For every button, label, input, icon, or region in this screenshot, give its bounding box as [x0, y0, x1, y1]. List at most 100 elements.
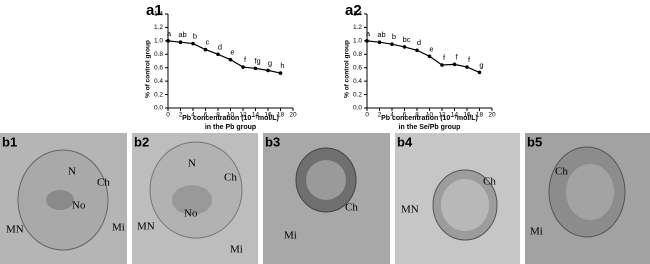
micrograph: b5 Ch Mi [525, 133, 650, 264]
x-tick-label: 14 [252, 112, 260, 119]
x-tick-label: 18 [476, 112, 484, 119]
y-tick-label: 1.4 [154, 11, 163, 18]
data-point [465, 65, 469, 69]
data-point [166, 39, 170, 43]
panel-label: a2 [345, 2, 362, 19]
data-point [216, 52, 220, 57]
significance-letter: f [244, 55, 247, 64]
panel-label: b2 [134, 134, 149, 149]
x-tick-label: 16 [264, 112, 272, 119]
data-point [191, 41, 195, 46]
x-tick-label: 10 [227, 112, 235, 119]
structure-label: No [72, 200, 86, 212]
x-axis-label: in the Se/Pb group [399, 124, 461, 131]
structure-label: N [68, 166, 76, 178]
x-axis-label: Pb concentration (10⁻⁷mol/L) [182, 115, 279, 122]
data-point [452, 62, 457, 67]
y-tick-label: 0.2 [353, 91, 362, 98]
data-point [440, 63, 444, 67]
significance-letter: g [268, 58, 272, 67]
structure-label: Ch [483, 176, 496, 188]
data-point [427, 54, 432, 59]
data-point [278, 71, 283, 75]
cell-structure [566, 164, 614, 220]
cell-structure [172, 185, 212, 215]
y-tick-label: 1.4 [353, 11, 362, 18]
panel-label: b3 [265, 134, 280, 149]
x-tick-label: 20 [289, 112, 297, 119]
data-line [167, 40, 281, 74]
data-point [365, 39, 369, 43]
data-point [178, 40, 183, 44]
y-axis-label: % of control group [145, 40, 152, 98]
structure-label: Mi [230, 244, 243, 256]
structure-label: MN [6, 224, 24, 236]
x-tick-label: 0 [166, 112, 170, 119]
structure-label: MN [137, 221, 155, 233]
x-tick-label: 16 [463, 112, 471, 119]
structure-label: Mi [112, 222, 125, 234]
data-point [477, 70, 482, 75]
significance-letter: a [366, 29, 371, 38]
significance-letter: d [218, 42, 222, 51]
structure-label: Ch [97, 177, 110, 189]
x-tick-label: 18 [277, 112, 285, 119]
x-tick-label: 8 [216, 112, 220, 119]
structure-label: No [184, 208, 198, 220]
x-tick-label: 2 [378, 112, 382, 119]
significance-letter: b [392, 32, 396, 41]
significance-letter: h [280, 61, 284, 70]
significance-letter: fg [254, 56, 260, 65]
significance-letter: c [206, 38, 210, 47]
significance-letter: ab [377, 30, 385, 39]
structure-label: Mi [530, 226, 543, 238]
x-tick-label: 6 [204, 112, 208, 119]
x-tick-label: 12 [239, 112, 247, 119]
panel-label: b5 [527, 134, 542, 149]
y-axis-label: % of control group [344, 40, 351, 98]
x-tick-label: 10 [426, 112, 434, 119]
micrograph: b2 N Ch No MN Mi [132, 133, 258, 264]
x-tick-label: 0 [365, 112, 369, 119]
significance-letter: f [455, 52, 458, 61]
panel-label: a1 [146, 2, 163, 19]
data-point [203, 47, 208, 52]
x-tick-label: 6 [403, 112, 407, 119]
micrograph: b4 Ch MN [395, 133, 520, 264]
x-tick-label: 20 [488, 112, 496, 119]
x-axis-label: in the Pb group [205, 124, 256, 131]
y-tick-label: 0.6 [154, 64, 163, 71]
x-axis-label: Pb concentration (10⁻⁷mol/L) [381, 115, 478, 122]
data-point [402, 45, 407, 49]
data-point [266, 68, 270, 73]
y-tick-label: 1.0 [154, 38, 163, 45]
data-line [366, 40, 480, 73]
x-tick-label: 2 [179, 112, 183, 119]
x-tick-label: 8 [415, 112, 419, 119]
y-tick-label: 0.8 [154, 51, 163, 58]
y-tick-label: 0.8 [353, 51, 362, 58]
significance-letter: bc [403, 35, 411, 44]
structure-label: Ch [555, 166, 568, 178]
y-tick-label: 1.2 [154, 24, 163, 31]
data-point [415, 48, 419, 53]
y-tick-label: 1.2 [353, 24, 362, 31]
structure-label: Ch [345, 202, 358, 214]
structure-label: N [188, 158, 196, 170]
micrograph: b1 N Ch No MN Mi [0, 133, 127, 264]
y-tick-label: 1.0 [353, 38, 362, 45]
micrograph: b3 Ch Mi [263, 133, 390, 264]
structure-label: Mi [284, 230, 297, 242]
panel-label: b4 [397, 134, 413, 149]
y-tick-label: 0.2 [154, 91, 163, 98]
significance-letter: e [230, 48, 234, 57]
data-point [377, 40, 382, 44]
significance-letter: f [443, 53, 446, 62]
significance-letter: b [193, 32, 197, 41]
y-tick-label: 0.4 [154, 78, 163, 85]
x-tick-label: 4 [390, 112, 394, 119]
significance-letter: a [167, 29, 172, 38]
y-tick-label: 0.0 [154, 105, 163, 112]
x-tick-label: 14 [451, 112, 459, 119]
panel-label: b1 [2, 134, 17, 149]
